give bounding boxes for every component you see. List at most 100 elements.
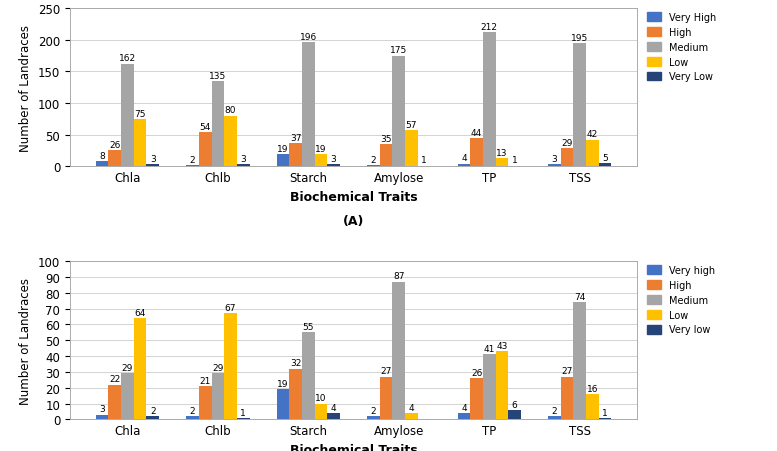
- Bar: [392, 282, 405, 419]
- Bar: [548, 165, 561, 167]
- Text: 1: 1: [602, 408, 608, 417]
- Text: 27: 27: [561, 367, 573, 376]
- Bar: [470, 139, 483, 167]
- Bar: [146, 165, 159, 167]
- Bar: [211, 82, 225, 167]
- Text: 57: 57: [406, 120, 417, 129]
- Bar: [146, 416, 159, 419]
- Bar: [211, 373, 225, 419]
- Text: 29: 29: [212, 364, 224, 373]
- Bar: [277, 155, 289, 167]
- Text: 16: 16: [587, 384, 598, 393]
- Text: 4: 4: [331, 403, 336, 412]
- Legend: Very High, High, Medium, Low, Very Low: Very High, High, Medium, Low, Very Low: [643, 9, 720, 86]
- Bar: [315, 404, 327, 419]
- Text: 27: 27: [381, 367, 392, 376]
- Bar: [225, 116, 237, 167]
- Text: 29: 29: [122, 364, 133, 373]
- Bar: [405, 413, 418, 419]
- Bar: [199, 386, 211, 419]
- Bar: [225, 313, 237, 419]
- Bar: [367, 416, 380, 419]
- Text: 37: 37: [290, 133, 301, 142]
- Bar: [134, 120, 146, 167]
- Text: 19: 19: [277, 145, 289, 154]
- Text: 2: 2: [190, 406, 195, 415]
- Bar: [315, 155, 327, 167]
- Text: 2: 2: [371, 406, 376, 415]
- Bar: [121, 373, 134, 419]
- Text: 2: 2: [190, 155, 195, 164]
- Bar: [561, 148, 573, 167]
- Text: 26: 26: [471, 368, 483, 377]
- Text: 4: 4: [409, 403, 414, 412]
- Text: 19: 19: [315, 145, 326, 154]
- Text: 13: 13: [497, 148, 507, 157]
- Bar: [496, 159, 508, 167]
- Text: 195: 195: [571, 33, 588, 42]
- Bar: [108, 151, 121, 167]
- Bar: [561, 377, 573, 419]
- Text: 3: 3: [552, 155, 557, 164]
- Bar: [458, 164, 470, 167]
- Bar: [237, 165, 249, 167]
- Text: 135: 135: [209, 71, 226, 80]
- Text: 55: 55: [302, 322, 314, 331]
- Text: 3: 3: [99, 405, 105, 414]
- Bar: [508, 166, 521, 167]
- Text: 54: 54: [200, 123, 211, 132]
- Text: 42: 42: [587, 130, 598, 139]
- Bar: [418, 166, 430, 167]
- Text: 2: 2: [552, 406, 557, 415]
- Bar: [508, 410, 521, 419]
- Text: 5: 5: [602, 153, 608, 162]
- Text: 19: 19: [277, 379, 289, 388]
- Text: 75: 75: [134, 109, 146, 118]
- Bar: [367, 166, 380, 167]
- Bar: [186, 166, 199, 167]
- Bar: [134, 318, 146, 419]
- Text: 35: 35: [381, 134, 392, 143]
- Bar: [302, 332, 315, 419]
- Text: 44: 44: [471, 129, 483, 138]
- Text: 80: 80: [225, 106, 236, 115]
- Text: 4: 4: [461, 403, 467, 412]
- Bar: [289, 369, 302, 419]
- Text: 43: 43: [497, 341, 507, 350]
- Bar: [302, 43, 315, 167]
- Text: 41: 41: [483, 345, 495, 354]
- Bar: [483, 354, 496, 419]
- Bar: [96, 415, 108, 419]
- Y-axis label: Number of Landraces: Number of Landraces: [19, 25, 33, 151]
- Text: 4: 4: [461, 154, 467, 163]
- Bar: [237, 418, 249, 419]
- Bar: [496, 351, 508, 419]
- Bar: [586, 394, 599, 419]
- Bar: [548, 416, 561, 419]
- Bar: [470, 378, 483, 419]
- Text: 32: 32: [290, 359, 301, 368]
- Bar: [586, 140, 599, 167]
- Bar: [327, 413, 340, 419]
- Bar: [186, 416, 199, 419]
- Text: 3: 3: [150, 155, 155, 164]
- Text: 196: 196: [300, 33, 317, 42]
- Text: 6: 6: [512, 400, 517, 409]
- Text: 10: 10: [315, 393, 326, 402]
- X-axis label: Biochemical Traits: Biochemical Traits: [290, 190, 417, 203]
- Text: 2: 2: [150, 406, 155, 415]
- Text: 67: 67: [225, 304, 236, 313]
- Bar: [392, 56, 405, 167]
- Bar: [458, 413, 470, 419]
- Text: 2: 2: [371, 155, 376, 164]
- Bar: [380, 377, 392, 419]
- Bar: [289, 143, 302, 167]
- Bar: [121, 64, 134, 167]
- Text: 3: 3: [331, 155, 336, 164]
- Text: 8: 8: [99, 152, 105, 161]
- Text: 1: 1: [240, 408, 246, 417]
- Text: 22: 22: [109, 374, 120, 383]
- Bar: [199, 133, 211, 167]
- Text: 29: 29: [561, 138, 573, 147]
- Bar: [405, 131, 418, 167]
